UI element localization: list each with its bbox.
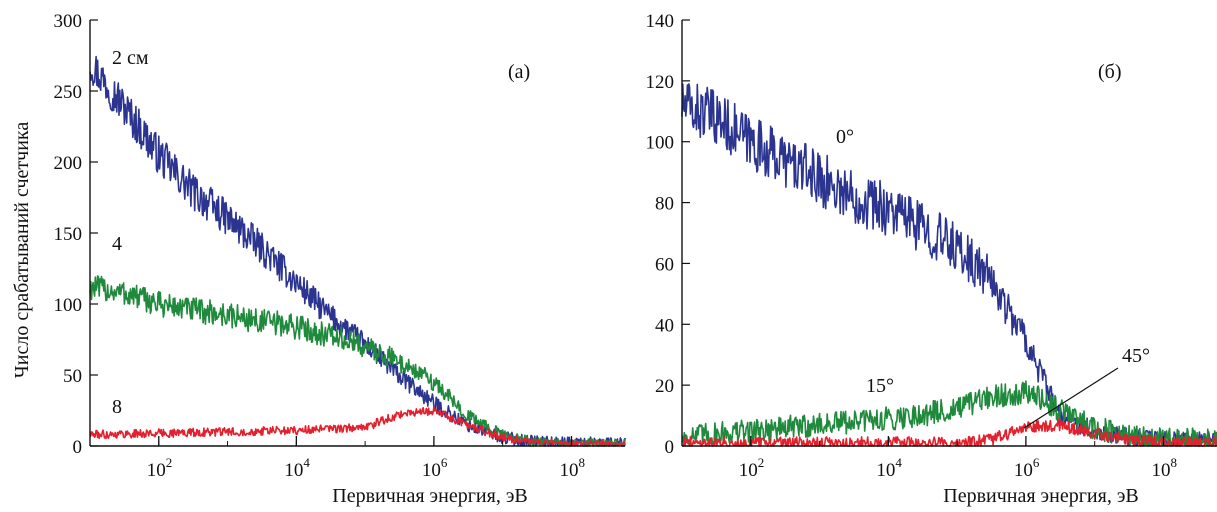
- series-label-15deg: 15°: [866, 375, 894, 397]
- panel-b-x-axis-title: Первичная энергия, эВ: [943, 485, 1139, 507]
- panel-a-series: [89, 55, 626, 447]
- panel-b-x-tick-label: 102: [739, 455, 765, 481]
- panel-a-x-axis-title: Первичная энергия, эВ: [332, 485, 528, 507]
- series-label-45deg: 45°: [1122, 345, 1150, 367]
- panel-b-x-tick-label: 108: [1151, 455, 1177, 481]
- panel-a-y-tick-label: 150: [54, 224, 83, 245]
- series-label-2cm: 2 см: [112, 47, 149, 69]
- panel-a-x-tick-label: 108: [559, 455, 585, 481]
- panel-b-axes: 0 20 40 60 80 100 120 140 102 104 106 108: [646, 11, 1217, 481]
- panel-a-series-line-1: [89, 275, 626, 447]
- panel-a: 0 50 100 150 200 250 300 102 104 106 108 (а) Перви…: [11, 11, 626, 507]
- panel-b-y-tick-label: 0: [665, 437, 675, 458]
- panel-a-y-tick-label: 250: [54, 82, 83, 103]
- series-label-4: 4: [112, 233, 122, 255]
- panel-a-label: (а): [508, 61, 530, 83]
- panel-b-y-tick-label: 80: [655, 194, 674, 215]
- panel-b-series-line-0: [681, 83, 1217, 447]
- series-label-45deg-pointer: [1023, 367, 1119, 429]
- panel-b-y-tick-label: 100: [646, 133, 675, 154]
- series-label-0deg: 0°: [836, 126, 854, 148]
- panel-a-y-axis-title: Число срабатываний счетчика: [11, 122, 33, 379]
- panel-b-label: (б): [1098, 61, 1122, 83]
- panel-b-y-tick-label: 140: [646, 11, 675, 32]
- panel-a-y-tick-label: 300: [54, 11, 83, 32]
- panel-a-axes: 0 50 100 150 200 250 300 102 104 106 108: [54, 11, 625, 481]
- panel-a-series-line-0: [89, 55, 626, 447]
- panel-b-y-tick-label: 40: [655, 315, 674, 336]
- panel-a-y-tick-label: 50: [63, 366, 82, 387]
- panel-b-x-tick-label: 106: [1014, 455, 1040, 481]
- panel-a-y-tick-label: 100: [54, 295, 83, 316]
- panel-a-x-tick-label: 106: [422, 455, 448, 481]
- panel-a-series-line-2: [89, 406, 626, 447]
- panel-b-x-tick-label: 104: [876, 455, 902, 481]
- panel-a-x-tick-label: 102: [147, 455, 173, 481]
- panel-b-y-tick-label: 60: [655, 254, 674, 275]
- panel-b-series: [681, 83, 1217, 447]
- panel-a-x-tick-label: 104: [284, 455, 310, 481]
- panel-b-y-tick-label: 120: [646, 72, 675, 93]
- panel-a-y-tick-label: 0: [73, 437, 83, 458]
- series-label-8: 8: [112, 396, 122, 418]
- panel-b-y-tick-label: 20: [655, 376, 674, 397]
- panel-b: 0 20 40 60 80 100 120 140 102 104 106 108 (б) Перви…: [646, 11, 1217, 507]
- panel-a-y-tick-label: 200: [54, 153, 83, 174]
